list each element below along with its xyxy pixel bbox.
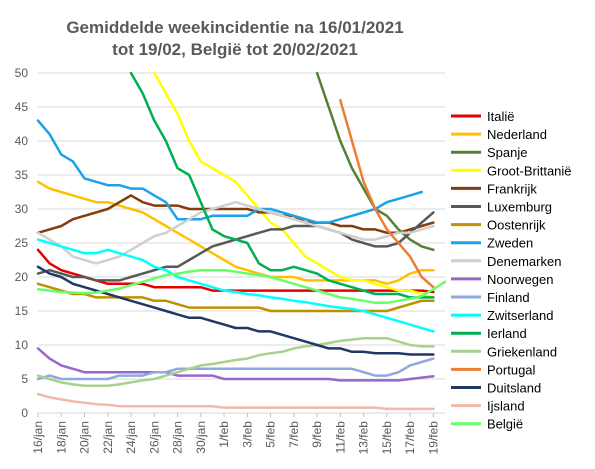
x-tick-label: 18/jan — [54, 421, 68, 454]
legend-label: Griekenland — [487, 344, 557, 359]
series-line — [36, 357, 435, 381]
legend-item: Ierland — [451, 326, 527, 341]
legend-item: Zweden — [451, 236, 533, 251]
series-line — [36, 180, 435, 286]
x-tick-label: 16/jan — [31, 421, 45, 454]
legend-item: Nederland — [451, 127, 547, 142]
y-tick-label: 25 — [15, 236, 29, 250]
legend-label: Finland — [487, 290, 530, 305]
series-line — [129, 71, 435, 299]
series-line — [339, 98, 435, 289]
y-tick-label: 0 — [21, 406, 28, 420]
x-tick-label: 7/feb — [287, 421, 301, 448]
legend-label: Italië — [487, 109, 514, 124]
x-tick-label: 17/feb — [403, 421, 417, 455]
legend-item: Spanje — [451, 145, 527, 160]
series-line — [36, 282, 435, 313]
legend-item: Duitsland — [451, 381, 541, 396]
x-tick-label: 13/feb — [357, 421, 371, 455]
x-tick-label: 19/feb — [426, 421, 440, 455]
series-line — [36, 392, 435, 411]
gridlines — [38, 72, 445, 414]
legend-label: België — [487, 417, 523, 432]
legend-item: Portugal — [451, 362, 536, 377]
legend-item: België — [451, 417, 523, 432]
x-tick-label: 9/feb — [310, 421, 324, 448]
legend-label: Nederland — [487, 127, 547, 142]
legend-item: Finland — [451, 290, 530, 305]
legend-label: Portugal — [487, 362, 536, 377]
x-tick-label: 30/jan — [194, 421, 208, 454]
series-line — [36, 336, 435, 388]
x-tick-label: 5/feb — [264, 421, 278, 448]
legend-item: Ijsland — [451, 399, 525, 414]
x-tick-label: 1/feb — [217, 421, 231, 448]
x-tick-label: 22/jan — [101, 421, 115, 454]
series-line — [36, 238, 435, 333]
x-tick-label: 20/jan — [78, 421, 92, 454]
series-line — [36, 211, 435, 282]
legend-item: Luxemburg — [451, 200, 552, 215]
y-tick-label: 45 — [15, 100, 29, 114]
legend-item: Frankrijk — [451, 181, 537, 196]
series-line — [36, 119, 423, 224]
legend-label: Groot-Brittanië — [487, 163, 572, 178]
series-line — [153, 71, 435, 299]
x-tick-label: 3/feb — [240, 421, 254, 448]
legend-item: Italië — [451, 109, 514, 124]
series-line — [36, 268, 447, 305]
x-tick-label: 26/jan — [147, 421, 161, 454]
legend-label: Ierland — [487, 326, 527, 341]
x-tick-label: 28/jan — [171, 421, 185, 454]
y-tick-label: 20 — [15, 270, 29, 284]
legend-label: Ijsland — [487, 399, 525, 414]
legend-item: Denemarken — [451, 254, 561, 269]
legend-item: Griekenland — [451, 344, 557, 359]
y-tick-label: 35 — [15, 168, 29, 182]
x-tick-label: 11/feb — [333, 421, 347, 454]
legend-item: Zwitserland — [451, 308, 553, 323]
legend-label: Frankrijk — [487, 181, 537, 196]
series-line — [36, 194, 435, 235]
legend-item: Oostenrijk — [451, 218, 546, 233]
x-tick-label: 24/jan — [124, 421, 138, 454]
chart-title: Gemiddelde weekincidentie na 16/01/2021 — [66, 18, 403, 37]
legend: Italië Nederland Spanje Groot-Brittanië Fran… — [451, 109, 572, 432]
legend-label: Spanje — [487, 145, 527, 160]
legend-label: Duitsland — [487, 381, 541, 396]
series-line — [36, 347, 435, 382]
series-line — [36, 265, 435, 356]
x-axis: 16/jan 18/jan 20/jan 22/jan 24/jan 26/jan 28/j… — [31, 413, 440, 454]
legend-item: Noorwegen — [451, 272, 554, 287]
y-tick-label: 15 — [15, 304, 29, 318]
chart-subtitle: tot 19/02, België tot 20/02/2021 — [112, 40, 358, 59]
series-line — [36, 200, 435, 265]
y-tick-label: 10 — [15, 338, 29, 352]
series-lines — [36, 71, 447, 411]
legend-item: Groot-Brittanië — [451, 163, 572, 178]
y-tick-label: 50 — [15, 66, 29, 80]
legend-label: Noorwegen — [487, 272, 554, 287]
legend-label: Oostenrijk — [487, 218, 546, 233]
x-tick-label: 15/feb — [380, 421, 394, 455]
y-axis: 0 5 10 15 20 25 30 35 40 45 50 — [15, 66, 29, 420]
legend-label: Zweden — [487, 236, 533, 251]
legend-label: Denemarken — [487, 254, 561, 269]
legend-label: Zwitserland — [487, 308, 553, 323]
y-tick-label: 40 — [15, 134, 29, 148]
legend-label: Luxemburg — [487, 200, 552, 215]
y-tick-label: 5 — [21, 372, 28, 386]
y-tick-label: 30 — [15, 202, 29, 216]
